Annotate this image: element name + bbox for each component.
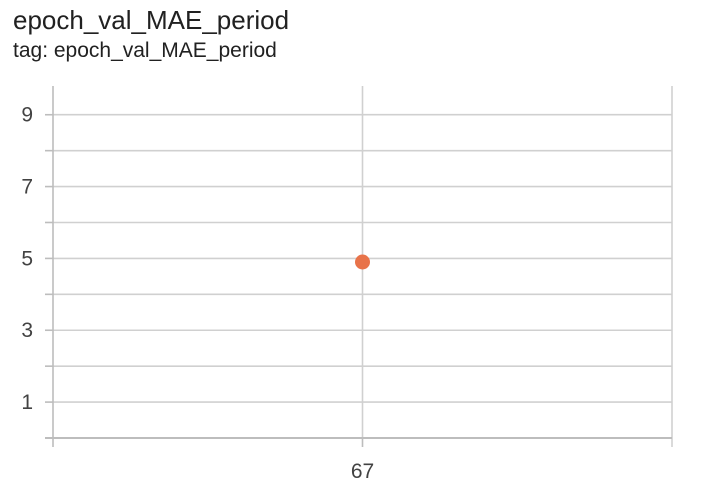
y-tick-label: 9: [21, 104, 33, 127]
chart-title: epoch_val_MAE_period: [13, 5, 290, 35]
y-tick-label: 1: [21, 391, 33, 414]
data-point: [355, 254, 370, 270]
chart-tag: tag: epoch_val_MAE_period: [13, 39, 277, 62]
axis-layer: [45, 86, 673, 447]
y-tick-label: 5: [21, 247, 33, 270]
point-layer: [355, 254, 370, 270]
grid-layer: [53, 86, 672, 438]
tick-layer: 1 3 5 7 9 67: [21, 104, 374, 483]
y-tick-label: 7: [21, 176, 33, 199]
y-tick-label: 3: [21, 319, 33, 342]
x-tick-label: 67: [351, 460, 374, 483]
